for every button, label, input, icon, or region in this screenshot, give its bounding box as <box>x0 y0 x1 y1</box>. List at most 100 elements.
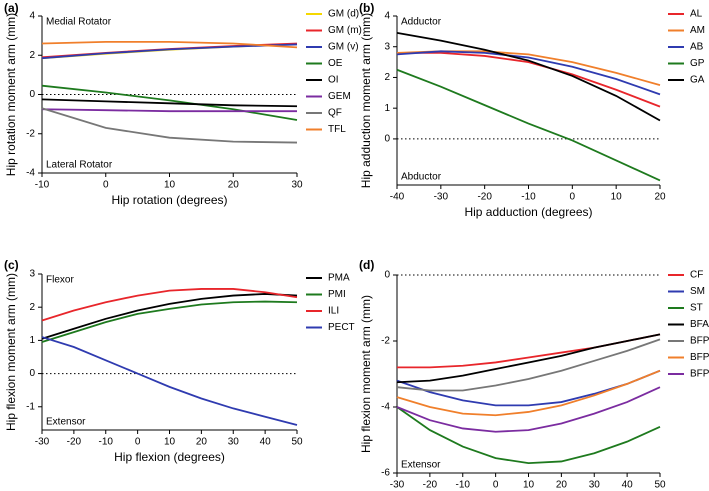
x-tick-label: 50 <box>291 437 303 448</box>
y-tick-label: -4 <box>26 168 35 179</box>
y-tick-label: -2 <box>26 128 35 139</box>
series-line <box>396 386 661 433</box>
y-tick-label: 2 <box>384 72 390 83</box>
annotation: Abductor <box>401 172 442 183</box>
legend-label: PMI <box>328 289 346 300</box>
series-line <box>396 369 661 417</box>
x-tick-label: 30 <box>291 180 303 191</box>
series-line <box>41 300 298 343</box>
x-axis-label: Hip rotation (degrees) <box>111 193 227 207</box>
y-tick-label: 0 <box>29 368 35 379</box>
legend-label: TFL <box>328 124 346 135</box>
x-tick-label: -40 <box>390 192 405 203</box>
x-tick-label: 20 <box>654 192 666 203</box>
y-tick-label: 0 <box>384 134 390 145</box>
x-tick-label: -10 <box>521 192 536 203</box>
y-tick-label: 1 <box>384 103 390 114</box>
legend-label: BFP (cr) <box>690 336 709 347</box>
legend-label: GM (v) <box>328 42 359 53</box>
y-tick-label: 1 <box>29 335 35 346</box>
legend-label: AL <box>690 9 703 20</box>
annotation: Extensor <box>401 460 441 471</box>
series-line <box>41 108 297 113</box>
series-line <box>41 84 298 121</box>
annotation: Flexor <box>46 275 74 286</box>
panel-label: (b) <box>359 1 374 15</box>
y-axis-label: Hip flexion moment arm (mm) <box>4 273 18 431</box>
legend-label: BFA <box>690 319 709 330</box>
x-tick-label: -10 <box>35 180 50 191</box>
x-tick-label: 0 <box>493 480 499 491</box>
x-tick-label: 30 <box>589 480 601 491</box>
y-tick-label: -4 <box>381 402 390 413</box>
y-axis-label: Hip rotation moment arm (mm) <box>4 13 18 176</box>
x-tick-label: -30 <box>434 192 449 203</box>
x-tick-label: 40 <box>622 480 634 491</box>
series-line <box>41 107 298 144</box>
legend-label: GM (d) <box>328 9 359 20</box>
y-tick-label: 3 <box>384 41 390 52</box>
x-tick-label: 10 <box>523 480 535 491</box>
x-tick-label: -30 <box>35 437 50 448</box>
y-tick-label: 3 <box>29 269 35 280</box>
x-tick-label: 0 <box>570 192 576 203</box>
x-tick-label: -10 <box>456 480 471 491</box>
x-tick-label: 10 <box>164 180 176 191</box>
legend-label: GA <box>690 75 705 86</box>
y-tick-label: 4 <box>384 11 390 22</box>
series-line <box>396 338 661 392</box>
y-tick-label: -6 <box>381 468 390 479</box>
series-line <box>41 336 298 426</box>
x-tick-label: 10 <box>611 192 623 203</box>
x-tick-label: 20 <box>196 437 208 448</box>
legend-label: OI <box>328 75 339 86</box>
y-tick-label: -2 <box>381 336 390 347</box>
series-line <box>396 406 661 465</box>
x-tick-label: 0 <box>135 437 141 448</box>
legend-label: ST <box>690 303 703 314</box>
series-line <box>41 41 298 49</box>
x-tick-label: -20 <box>67 437 82 448</box>
x-tick-label: 0 <box>103 180 109 191</box>
y-tick-label: -1 <box>26 401 35 412</box>
series-line <box>397 51 661 108</box>
series-line <box>396 333 661 384</box>
x-tick-label: -20 <box>477 192 492 203</box>
x-axis-label: Hip adduction (degrees) <box>464 205 592 219</box>
series-line <box>396 50 661 96</box>
legend-label: GM (m) <box>328 25 362 36</box>
legend-label: CF <box>690 270 703 281</box>
y-tick-label: 2 <box>29 302 35 313</box>
legend-label: BFP (m) <box>690 352 709 363</box>
series-line <box>396 369 661 407</box>
legend-label: AB <box>690 42 704 53</box>
legend-label: BFP (ca) <box>690 369 709 380</box>
annotation: Extensor <box>46 417 86 428</box>
y-tick-label: 4 <box>29 11 35 22</box>
legend-label: GP <box>690 58 705 69</box>
legend-label: PECT <box>328 322 355 333</box>
y-tick-label: 0 <box>29 89 35 100</box>
panel-label: (a) <box>4 1 19 15</box>
x-tick-label: 40 <box>260 437 272 448</box>
series-line <box>396 68 661 182</box>
x-tick-label: -30 <box>390 480 405 491</box>
y-tick-label: 2 <box>29 50 35 61</box>
x-tick-label: 20 <box>556 480 568 491</box>
x-tick-label: 30 <box>228 437 240 448</box>
series-line <box>396 32 661 122</box>
x-tick-label: 10 <box>164 437 176 448</box>
legend-label: AM <box>690 25 705 36</box>
y-axis-label: Hip adduction moment arm (mm) <box>359 13 373 188</box>
series-line <box>41 98 298 108</box>
x-axis-label: Hip flexion (degrees) <box>114 450 225 464</box>
x-tick-label: 50 <box>654 480 666 491</box>
x-tick-label: -20 <box>423 480 438 491</box>
y-tick-label: 0 <box>384 270 390 281</box>
panel-label: (c) <box>4 258 19 272</box>
series-line <box>41 288 298 322</box>
annotation: Adductor <box>401 17 442 28</box>
annotation: Medial Rotator <box>46 17 112 28</box>
y-axis-label: Hip flexion moment arm (mm) <box>359 295 373 453</box>
